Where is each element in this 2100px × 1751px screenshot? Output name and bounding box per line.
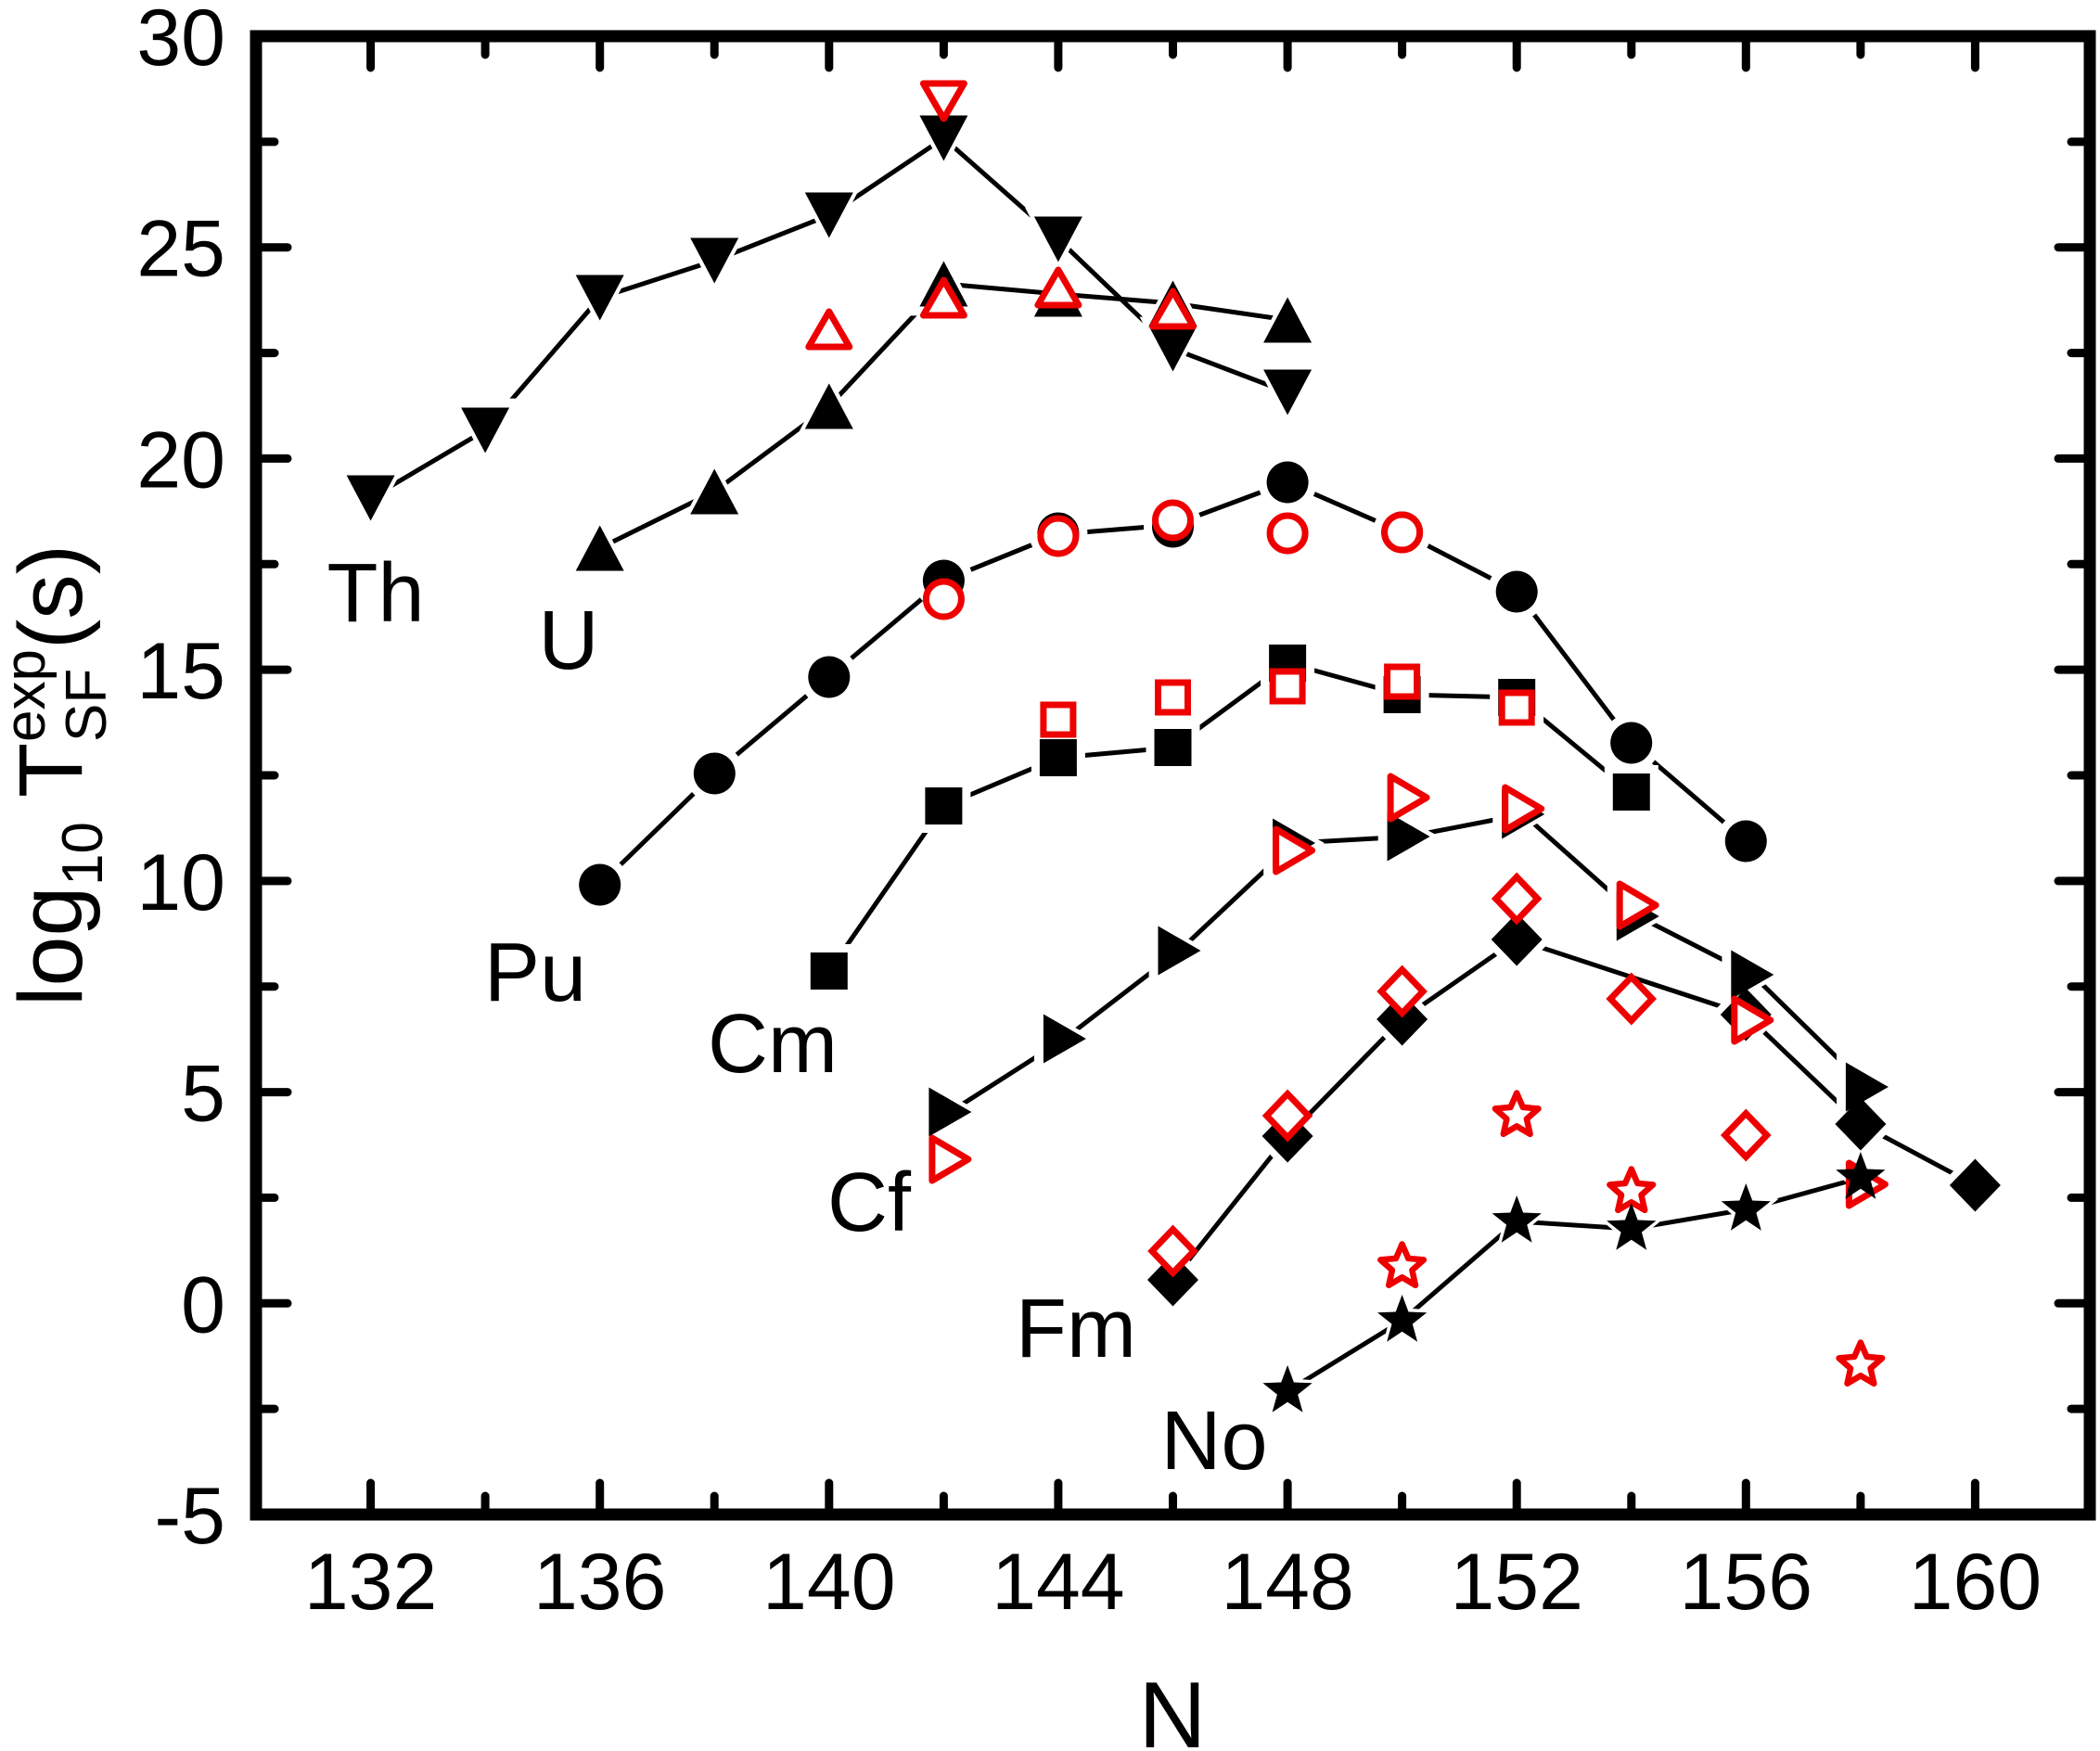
svg-text:No: No [1160, 1395, 1267, 1488]
svg-text:148: 148 [1221, 1538, 1354, 1627]
svg-text:152: 152 [1450, 1538, 1583, 1627]
svg-text:log10TexpSF(s): log10TexpSF(s) [0, 544, 119, 1006]
svg-text:Cm: Cm [708, 998, 838, 1091]
svg-text:156: 156 [1680, 1538, 1813, 1627]
svg-text:-5: -5 [155, 1472, 225, 1561]
svg-text:140: 140 [762, 1538, 896, 1627]
svg-text:5: 5 [181, 1050, 225, 1139]
svg-text:20: 20 [136, 415, 225, 505]
svg-text:Pu: Pu [484, 927, 586, 1019]
svg-text:N: N [1139, 1664, 1207, 1751]
svg-text:0: 0 [181, 1260, 225, 1349]
svg-text:U: U [539, 594, 599, 687]
svg-text:160: 160 [1909, 1538, 2042, 1627]
svg-text:Fm: Fm [1016, 1283, 1136, 1375]
svg-text:15: 15 [136, 627, 225, 716]
svg-text:136: 136 [533, 1538, 667, 1627]
svg-text:10: 10 [136, 838, 225, 927]
svg-text:30: 30 [136, 0, 225, 83]
svg-text:25: 25 [136, 205, 225, 294]
svg-text:144: 144 [992, 1538, 1125, 1627]
svg-text:Th: Th [327, 547, 424, 640]
svg-text:132: 132 [304, 1538, 438, 1627]
svg-text:Cf: Cf [827, 1157, 912, 1249]
